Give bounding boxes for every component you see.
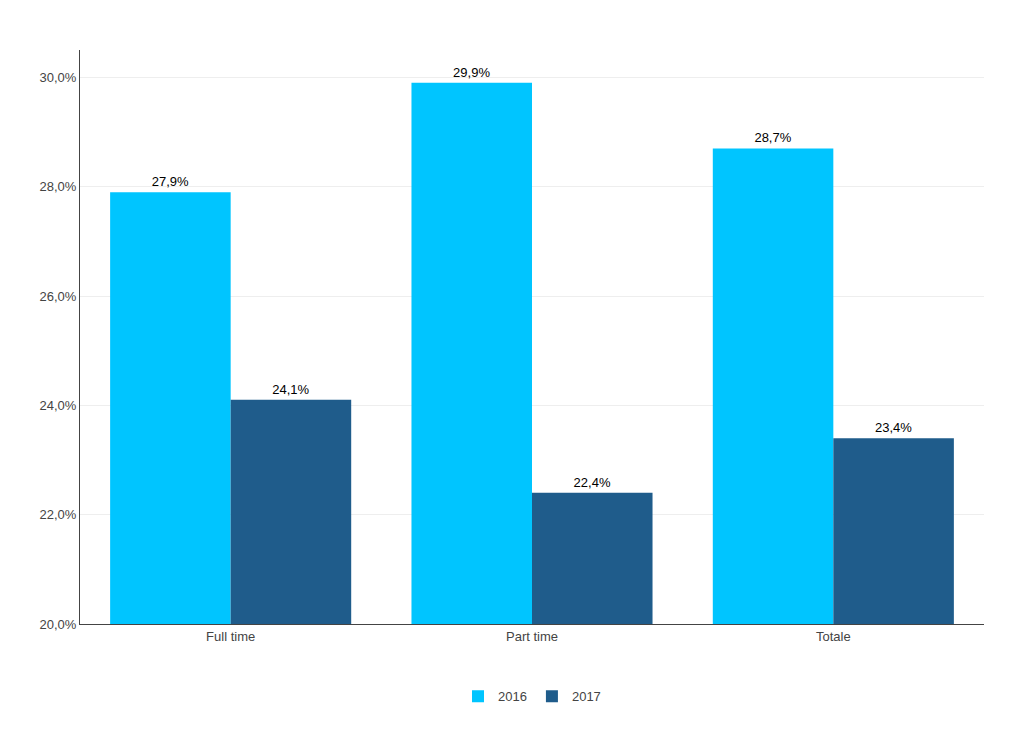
svg-text:22,0%: 22,0% (40, 507, 77, 522)
svg-text:30,0%: 30,0% (40, 70, 77, 85)
svg-text:22,4%: 22,4% (574, 475, 611, 490)
svg-text:28,7%: 28,7% (754, 130, 791, 145)
svg-text:28,0%: 28,0% (40, 179, 77, 194)
svg-text:29,9%: 29,9% (453, 65, 490, 80)
svg-text:26,0%: 26,0% (40, 289, 77, 304)
svg-text:2017: 2017 (572, 689, 601, 704)
svg-text:24,0%: 24,0% (40, 398, 77, 413)
svg-text:24,1%: 24,1% (272, 382, 309, 397)
svg-text:Full time: Full time (206, 629, 255, 644)
svg-text:2016: 2016 (498, 689, 527, 704)
svg-text:Totale: Totale (816, 629, 851, 644)
svg-text:23,4%: 23,4% (875, 420, 912, 435)
svg-text:27,9%: 27,9% (152, 174, 189, 189)
svg-text:Part time: Part time (506, 629, 558, 644)
svg-text:20,0%: 20,0% (40, 617, 77, 632)
